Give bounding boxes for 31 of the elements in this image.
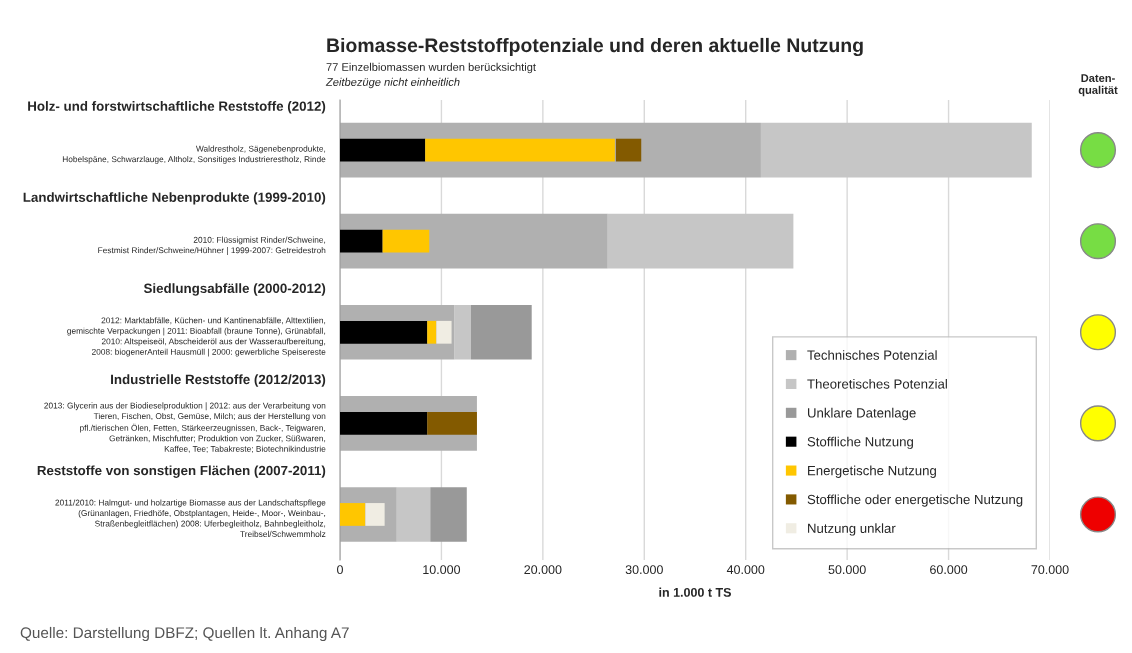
x-tick-label: 20.000	[524, 565, 562, 575]
text: Waldrestholz, Sägenebenprodukte, Hobelspäne, Schwarzlauge, Altholz, Sonsitiges Industrierestholz, Rinde	[62, 145, 326, 164]
y-tick-label: Siedlungsabfälle (2000-2012)	[143, 283, 326, 296]
x-tick-label: 70.000	[1031, 565, 1069, 575]
y-tick-label: Industrielle Reststoffe (2012/2013)	[111, 374, 326, 387]
y-tick-label: Landwirtschaftliche Nebenprodukte (1999-2010)	[23, 192, 326, 205]
legend-label: Theoretisches Potenzial	[807, 378, 947, 389]
text: 2010: Flüssigmist Rinder/Schweine, Festmist Rinder/Schweine/Hühner | 1999-2007: Getreidestroh	[98, 236, 326, 255]
chart-subtitle: 77 Einzelbiomassen wurden berücksichtigt	[326, 62, 536, 74]
x-tick-label: 0	[337, 565, 343, 575]
text: Daten- qualität	[1078, 74, 1118, 97]
text: 2013: Glycerin aus der Biodieselproduktion | 2012: aus der Verarbeitung von Tieren, Fischen, Obst, Gemüse, Milch; aus der Herstellung von pfl./tierischen Ölen, Fetten, Stärkeerzeugnissen, Back-, Teigwaren, Getränken, Mischfutter; Produktion von Zucker, Süßwaren, Kaffee, Tee; Tabakreste; Biotechnikindustrie	[44, 402, 326, 453]
text: 2012: Marktabfälle, Küchen- und Kantinenabfälle, Alttextilien, gemischte Verpackungen | 2011: Bioabfall (braune Tonne), Grünabfall, 2010: Altspeiseöl, Abscheideröl aus der Wasseraufbereitung, 2008: biogenerAnteil Hausmüll | 2000: gewerbliche Speisereste	[67, 317, 326, 357]
x-tick-label: 10.000	[423, 565, 461, 575]
x-tick-label: 60.000	[930, 565, 968, 575]
chart-title: Biomasse-Reststoffpotenziale und deren aktuelle Nutzung	[327, 37, 863, 57]
x-axis-title: in 1.000 t TS	[659, 587, 731, 597]
y-tick-label: Holz- und forstwirtschaftliche Reststoffe (2012)	[28, 101, 326, 114]
legend-label: Unklare Datenlage	[808, 407, 916, 421]
legend-label: Stoffliche oder energetische Nutzung	[807, 494, 1023, 507]
legend-label: Technisches Potenzial	[807, 350, 937, 360]
text: Zeitbezüge nicht einheitlich	[325, 77, 460, 89]
x-tick-label: 50.000	[828, 565, 866, 575]
x-tick-label: 40.000	[726, 565, 765, 575]
text: 2011/2010: Halmgut- und holzartige Biomasse aus der Landschaftspflege (Grünanlagen, Friedhöfe, Obstplantagen, Heide-, Moor-, Weinbau-, Straßenbegleitflächen) 2008: Uferbegleitholz, Bahnbegleitholz, Treibsel/Schwemmholz	[55, 499, 326, 537]
legend-label: Nutzung unklar	[808, 523, 896, 536]
legend-label: Energetische Nutzung	[808, 465, 936, 478]
source-note: Quelle: Darstellung DBFZ; Quellen lt. Anhang A7	[20, 626, 349, 642]
x-tick-label: 30.000	[625, 565, 663, 575]
legend-label: Stoffliche Nutzung	[807, 436, 913, 450]
y-tick-label: Reststoffe von sonstigen Flächen (2007-2011)	[37, 465, 326, 478]
